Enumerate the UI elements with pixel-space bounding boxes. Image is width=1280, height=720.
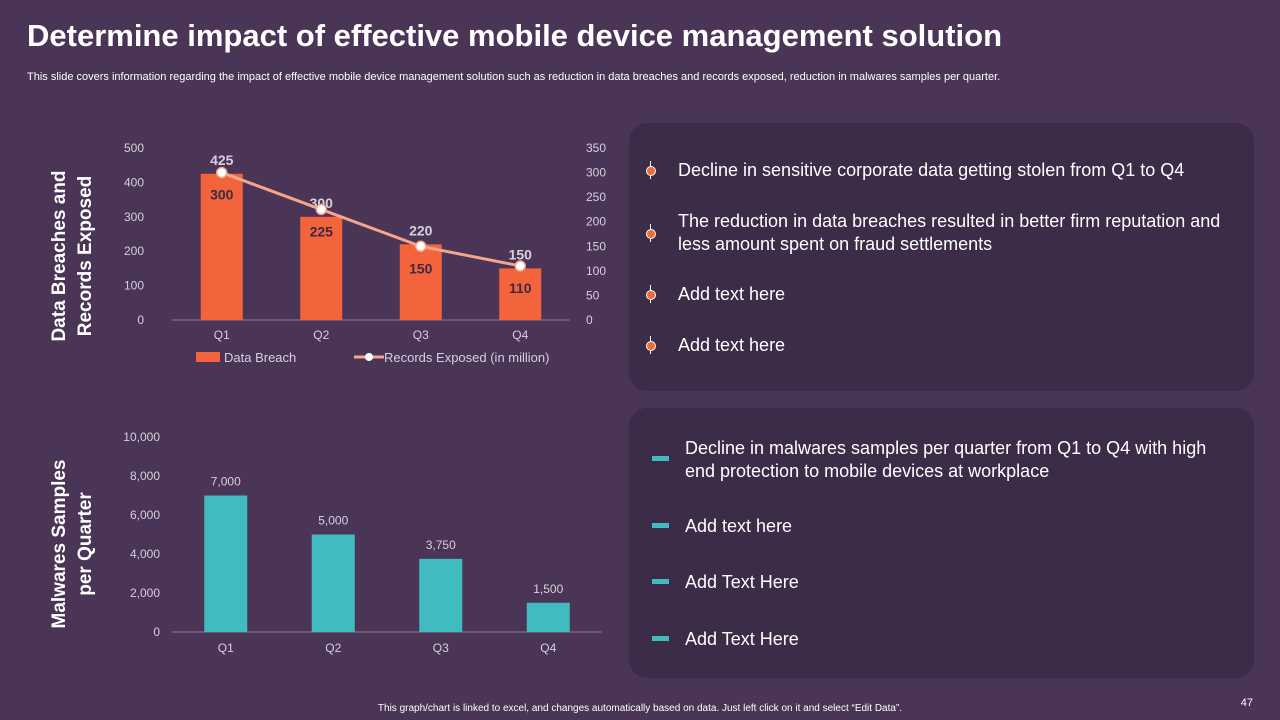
bar-data-breach	[399, 244, 442, 320]
bullet-dot-icon	[646, 229, 656, 239]
bar-malware-samples	[311, 534, 355, 632]
chart1-side-label: Data Breaches and Records Exposed	[47, 156, 99, 356]
chart2-side-label-line2: per Quarter	[75, 492, 96, 596]
legend-label-line: Records Exposed (in million)	[384, 350, 549, 365]
y-tick-right: 200	[586, 215, 606, 229]
y-tick-left: 400	[124, 175, 144, 189]
bullet-dot-icon	[646, 166, 656, 176]
footer-note: This graph/chart is linked to excel, and…	[377, 703, 903, 714]
x-tick-label: Q4	[512, 328, 528, 342]
panel2-item-4: Add Text Here	[685, 629, 799, 649]
y-tick-right: 250	[586, 190, 606, 204]
chart2-side-label: Malwares Samples per Quarter	[47, 444, 99, 644]
y-tick: 2,000	[130, 586, 160, 600]
line-point	[315, 203, 327, 216]
insights-panel-malware: Decline in malwares samples per quarter …	[629, 408, 1254, 678]
x-tick-label: Q1	[218, 641, 234, 655]
x-tick-label: Q4	[540, 641, 556, 655]
bullet-dash-icon	[652, 523, 669, 528]
y-tick-left: 200	[124, 244, 144, 258]
legend-label-bar: Data Breach	[224, 350, 296, 365]
bar-value-label: 5,000	[318, 514, 348, 528]
y-tick: 8,000	[130, 469, 160, 483]
breaches-records-chart: 0 100 200 300 400 500 0 50 100 150 200 250 300 350 425…	[124, 141, 606, 365]
y-tick-right: 50	[586, 288, 600, 302]
chart1-side-label-line1: Data Breaches and	[49, 170, 70, 342]
y-tick-right: 100	[586, 264, 606, 278]
y-tick: 0	[153, 625, 160, 639]
x-tick-label: Q2	[313, 328, 329, 342]
y-tick: 4,000	[130, 547, 160, 561]
panel2-item-2: Add text here	[685, 516, 793, 536]
panel1-item-2: The reduction in data breaches resulted …	[678, 211, 1221, 254]
bullet-dot-icon	[646, 290, 656, 300]
y-tick-right: 0	[586, 313, 593, 327]
x-tick-label: Q2	[325, 641, 341, 655]
line-value-label: 300	[210, 187, 234, 203]
x-tick-label: Q3	[433, 641, 449, 655]
bullet-dash-icon	[652, 579, 669, 584]
page-subtitle: This slide covers information regarding …	[27, 71, 1001, 83]
chart2-side-label-line1: Malwares Samples	[49, 459, 70, 629]
bar-data-breach	[300, 216, 343, 320]
bar-value-label: 220	[409, 222, 433, 238]
chart1-side-label-line2: Records Exposed	[75, 175, 96, 337]
x-tick-label: Q3	[413, 328, 429, 342]
y-tick-left: 0	[137, 313, 144, 327]
y-tick-right: 350	[586, 141, 606, 155]
y-tick-left: 300	[124, 210, 144, 224]
line-point	[216, 166, 228, 179]
insights-panel-breaches: Decline in sensitive corporate data gett…	[629, 123, 1254, 391]
panel1-item-4: Add text here	[678, 335, 786, 355]
y-tick-right: 150	[586, 239, 606, 253]
bar-data-breach	[499, 268, 542, 320]
panel1-item-3: Add text here	[678, 284, 786, 304]
y-tick: 6,000	[130, 508, 160, 522]
line-point	[415, 240, 427, 253]
legend-swatch-point	[365, 353, 373, 361]
bar-value-label: 1,500	[533, 582, 563, 596]
line-value-label: 110	[509, 280, 532, 296]
bar-data-breach	[200, 173, 243, 320]
legend-swatch-bar	[196, 352, 220, 362]
bar-value-label: 425	[210, 152, 234, 168]
line-value-label: 225	[310, 223, 334, 239]
y-tick-left: 500	[124, 141, 144, 155]
panel2-item-3: Add Text Here	[685, 572, 799, 592]
page-title: Determine impact of effective mobile dev…	[27, 18, 1003, 53]
line-point	[514, 260, 526, 272]
line-records-exposed	[221, 171, 521, 268]
bar-malware-samples	[204, 495, 248, 632]
y-tick-left: 100	[124, 279, 144, 293]
bar-value-label: 150	[509, 246, 533, 262]
line-value-label: 150	[409, 260, 433, 276]
page-number: 47	[1240, 697, 1253, 709]
bar-malware-samples	[526, 602, 570, 632]
panel1-item-1: Decline in sensitive corporate data gett…	[678, 160, 1185, 180]
bar-malware-samples	[419, 558, 463, 632]
bullet-dot-icon	[646, 341, 656, 351]
x-tick-label: Q1	[214, 328, 230, 342]
panel2-item-1: Decline in malwares samples per quarter …	[685, 438, 1207, 481]
y-tick-right: 300	[586, 166, 606, 180]
bar-value-label: 7,000	[211, 475, 241, 489]
bullet-dash-icon	[652, 456, 669, 461]
malware-samples-chart: 0 2,000 4,000 6,000 8,000 10,000 7,000 Q1 5,000 Q…	[123, 430, 602, 655]
y-tick: 10,000	[123, 430, 160, 444]
bullet-dash-icon	[652, 636, 669, 641]
bar-value-label: 3,750	[426, 538, 456, 552]
